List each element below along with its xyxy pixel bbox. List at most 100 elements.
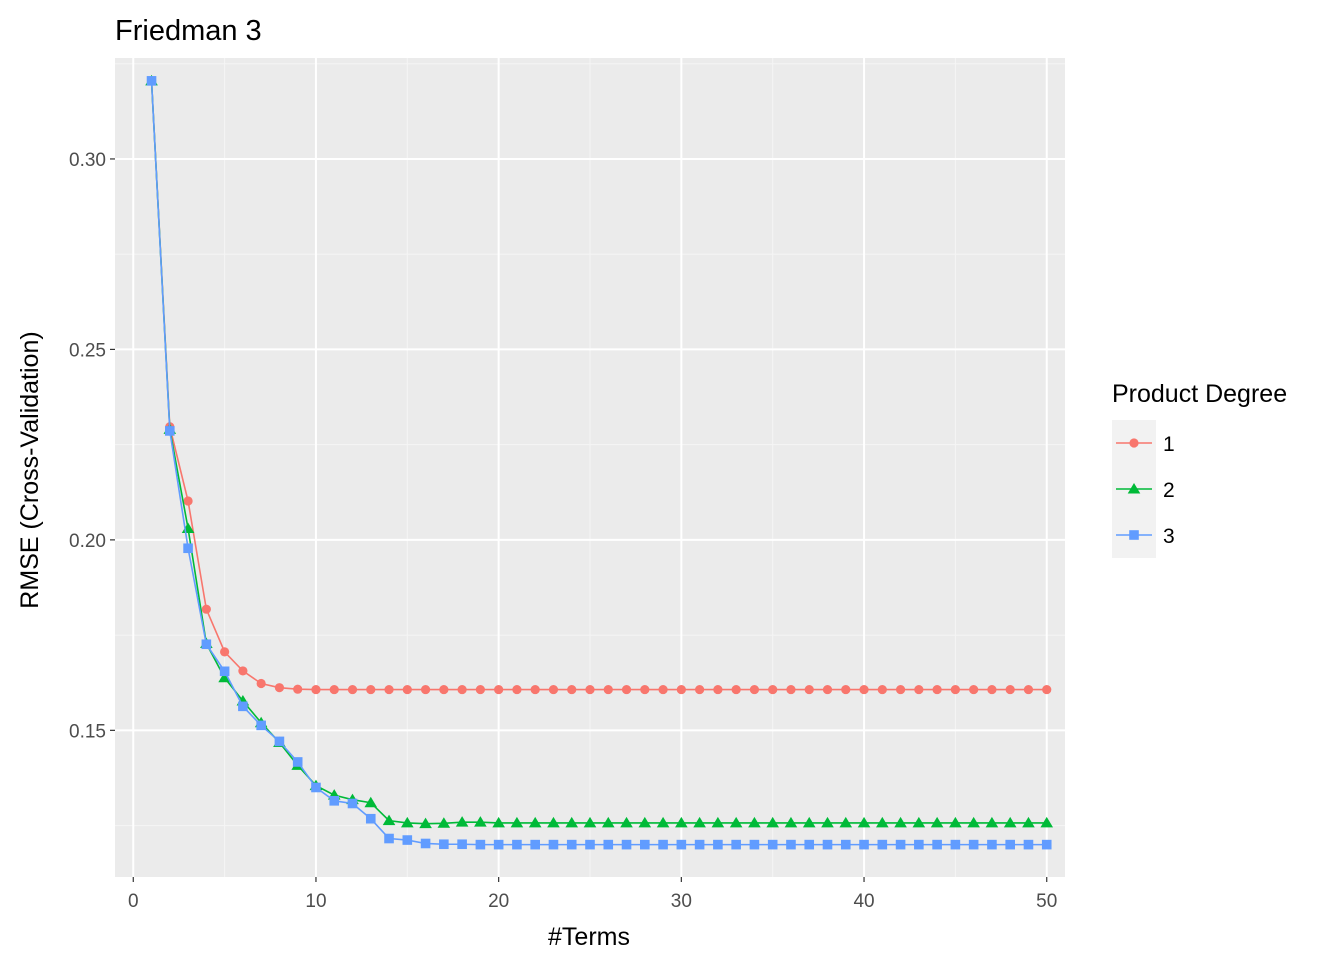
data-point [713,684,723,695]
data-point [638,816,652,828]
data-point [950,684,960,695]
data-point [767,839,778,850]
data-point [274,736,285,747]
data-point [512,839,522,850]
data-point [146,76,157,86]
data-point [694,839,705,850]
data-point [969,684,979,695]
data-point [1005,839,1015,850]
data-point [530,684,540,695]
data-point [201,639,212,650]
data-point [1040,816,1054,828]
plot-panel [115,58,1065,877]
data-point [366,684,376,695]
data-point [256,678,266,689]
data-point [839,816,853,828]
data-point [676,839,687,850]
data-point [1023,839,1034,850]
data-point [603,839,614,850]
data-point [620,816,633,828]
data-point [749,684,760,695]
data-point [822,839,833,850]
data-point [457,839,467,850]
y-tick-label: 0.15 [69,721,106,742]
data-point [877,684,887,695]
data-point [1041,839,1052,850]
data-point [364,796,378,808]
data-point [238,701,248,712]
data-point [932,839,942,850]
data-point [256,720,266,731]
y-tick-label: 0.20 [69,531,106,552]
data-point [658,684,668,695]
data-point [695,684,705,695]
data-point [804,839,815,850]
data-point [640,839,650,850]
data-point [621,684,632,695]
data-point [528,816,542,828]
legend-key-marker [1129,438,1139,448]
data-point [311,782,321,793]
data-point [895,839,906,850]
data-point [329,796,340,806]
data-point [474,816,487,827]
data-point [347,798,358,809]
data-point [530,839,540,850]
data-point [219,666,230,677]
data-point [914,684,924,695]
y-tick-label: 0.30 [69,150,106,171]
data-point [220,647,230,657]
series-1 [146,76,1052,695]
data-point [547,816,560,828]
data-point [603,684,613,695]
data-point [822,684,833,695]
data-point [675,816,688,828]
data-point [420,838,431,849]
data-point [183,496,193,506]
data-point [840,839,851,850]
data-point [439,684,449,695]
x-tick-label: 0 [128,891,139,912]
data-point [640,684,650,695]
data-point [455,816,469,827]
data-point [1005,684,1015,695]
data-point [985,816,999,828]
data-point [658,839,668,850]
legend-title: Product Degree [1112,380,1287,408]
data-point [894,816,907,828]
data-point [548,839,559,850]
data-point [165,426,175,436]
data-point [932,684,942,695]
data-point [784,816,798,828]
data-point [713,839,723,850]
data-point [693,816,706,828]
data-point [821,816,834,828]
data-point [621,839,632,850]
data-point [731,684,741,695]
data-point [967,816,980,828]
data-point [329,684,339,695]
x-tick-label: 10 [305,891,326,912]
data-point [475,684,485,695]
y-tick-label: 0.25 [69,340,106,361]
data-point [731,839,741,850]
legend-item-3: 3 [1112,512,1175,558]
data-point [768,684,778,695]
data-point [804,684,814,695]
data-point [601,816,615,828]
data-point [402,835,413,845]
data-point [857,816,871,828]
data-point [311,684,321,695]
data-point [859,839,869,850]
data-point [748,816,761,828]
data-point [711,816,725,828]
data-point [676,684,686,695]
series-3 [146,76,1052,850]
chart-title: Friedman 3 [115,15,262,47]
data-point [786,684,796,695]
data-point [876,816,889,828]
data-point [949,816,962,828]
legend-label: 3 [1163,525,1175,548]
data-point [987,839,997,850]
data-point [292,757,303,767]
